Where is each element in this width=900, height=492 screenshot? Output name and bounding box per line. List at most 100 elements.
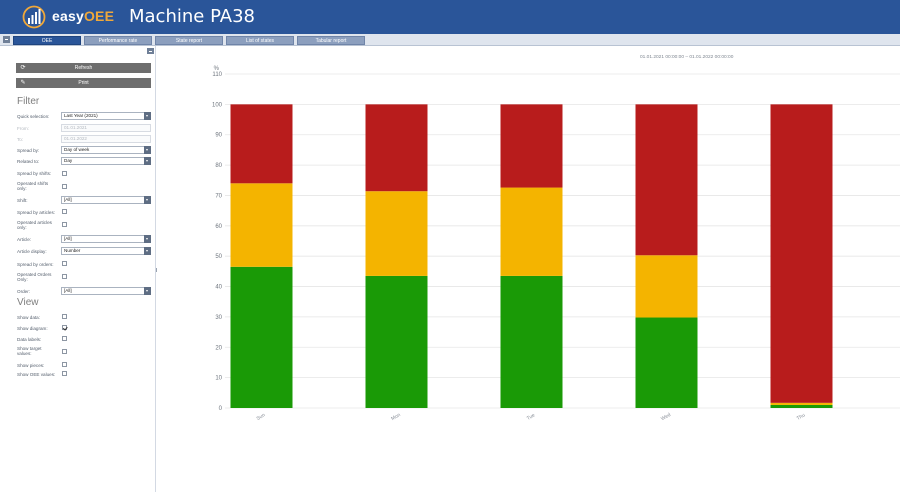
bar-segment xyxy=(500,104,563,188)
bar-segment xyxy=(500,275,563,408)
logo-text-oee: OEE xyxy=(83,8,115,24)
print-button[interactable]: ✎ Print xyxy=(16,78,151,88)
y-tick-label: 40 xyxy=(215,285,222,291)
order-label: Order: xyxy=(17,289,31,294)
y-tick-label: 60 xyxy=(215,224,222,230)
related-to-select[interactable]: Day xyxy=(61,157,151,165)
article-select[interactable]: [All] xyxy=(61,235,151,243)
operated-shifts-only-label: Operated shifts only: xyxy=(17,181,49,191)
show-target-values-checkbox[interactable] xyxy=(62,349,67,354)
related-to-value: Day xyxy=(64,158,73,163)
x-tick-label: Mon xyxy=(390,412,402,422)
from-date-input[interactable]: 01.01.2021 xyxy=(61,124,151,132)
show-pieces-label: Show pieces: xyxy=(17,363,45,368)
logo-icon xyxy=(22,5,46,29)
spread-by-label: Spread by: xyxy=(17,148,40,153)
y-tick-label: 0 xyxy=(219,406,223,412)
y-tick-label: 10 xyxy=(215,376,222,382)
tab-performance-rate[interactable]: Performance rate xyxy=(84,36,152,45)
logo-text-easy: easy xyxy=(52,8,84,24)
spread-by-value: Day of week xyxy=(64,147,90,152)
quick-selection-select[interactable]: Last Year (2021) xyxy=(61,112,151,120)
y-axis-label: % xyxy=(214,66,220,72)
operated-articles-only-checkbox[interactable] xyxy=(62,222,67,227)
show-target-values-label: Show target values: xyxy=(17,346,42,356)
sidebar xyxy=(11,46,156,492)
shift-label: Shift: xyxy=(17,198,28,203)
bar-segment xyxy=(365,275,428,408)
spread-by-articles-checkbox[interactable] xyxy=(62,209,67,214)
show-data-label: Show data: xyxy=(17,315,40,320)
chevron-down-icon xyxy=(144,157,151,165)
print-label: Print xyxy=(78,80,89,86)
app-header: easyOEE Machine PA38 xyxy=(0,0,900,34)
page-title: Machine PA38 xyxy=(129,6,255,27)
y-tick-label: 30 xyxy=(215,315,222,321)
chevron-down-icon xyxy=(144,146,151,154)
tab-oee[interactable]: OEE xyxy=(13,36,81,45)
bar-segment xyxy=(230,183,293,267)
x-tick-label: Sun xyxy=(256,412,267,422)
bar-segment xyxy=(365,191,428,276)
bar-segment xyxy=(635,255,698,318)
tab-bar xyxy=(0,34,900,46)
show-diagram-label: Show diagram: xyxy=(17,326,48,331)
tab-tabular-report[interactable]: Tabular report xyxy=(297,36,365,45)
operated-orders-only-checkbox[interactable] xyxy=(62,274,67,279)
article-display-select[interactable]: Number xyxy=(61,247,151,255)
show-pieces-checkbox[interactable] xyxy=(62,362,67,367)
bar-segment xyxy=(635,104,698,256)
bar-segment xyxy=(230,266,293,408)
y-tick-label: 50 xyxy=(215,254,222,260)
refresh-button[interactable]: ⟳ Refresh xyxy=(16,63,151,73)
chevron-down-icon xyxy=(144,112,151,120)
y-tick-label: 80 xyxy=(215,163,222,169)
tab-state-report[interactable]: State report xyxy=(155,36,223,45)
show-diagram-checkbox[interactable] xyxy=(62,325,67,330)
related-to-label: Related to: xyxy=(17,159,40,164)
refresh-label: Refresh xyxy=(74,65,93,71)
refresh-icon: ⟳ xyxy=(20,65,26,71)
spread-by-orders-label: Spread by orders: xyxy=(17,262,54,267)
chevron-down-icon xyxy=(144,196,151,204)
article-label: Article: xyxy=(17,237,32,242)
chevron-down-icon xyxy=(144,247,151,255)
operated-shifts-only-checkbox[interactable] xyxy=(62,184,67,189)
operated-orders-only-label: Operated Orders Only: xyxy=(17,272,52,282)
y-tick-label: 100 xyxy=(212,102,223,108)
to-date-input[interactable]: 01.01.2022 xyxy=(61,135,151,143)
bar-segment xyxy=(770,104,833,403)
spread-by-orders-checkbox[interactable] xyxy=(62,261,67,266)
shift-select[interactable]: [All] xyxy=(61,196,151,204)
show-data-checkbox[interactable] xyxy=(62,314,67,319)
view-heading: View xyxy=(17,297,39,308)
filter-heading: Filter xyxy=(17,96,40,107)
from-label: From: xyxy=(17,126,29,131)
date-range-label: 01.01.2021 00:00:00 – 01.01.2022 00:00:0… xyxy=(640,55,734,60)
show-oee-values-label: Show OEE values: xyxy=(17,372,56,377)
x-tick-label: Tue xyxy=(526,412,536,422)
chevron-down-icon xyxy=(144,235,151,243)
bar-segment xyxy=(230,104,293,184)
spread-by-shifts-checkbox[interactable] xyxy=(62,171,67,176)
spread-by-select[interactable]: Day of week xyxy=(61,146,151,154)
tab-list-of-states[interactable]: List of states xyxy=(226,36,294,45)
quick-selection-label: Quick selection: xyxy=(17,114,50,119)
collapse-sidebar-button[interactable] xyxy=(3,36,10,43)
minimize-panel-button[interactable] xyxy=(147,48,154,54)
y-tick-label: 110 xyxy=(212,72,222,78)
show-oee-values-checkbox[interactable] xyxy=(62,371,67,376)
x-tick-label: Thu xyxy=(796,412,807,422)
bar-segment xyxy=(770,404,833,408)
to-label: To: xyxy=(17,137,24,142)
y-tick-label: 20 xyxy=(215,345,222,351)
quick-selection-value: Last Year (2021) xyxy=(64,113,98,118)
spread-by-shifts-label: Spread by shifts: xyxy=(17,171,52,176)
order-select[interactable]: [All] xyxy=(61,287,151,295)
bar-segment xyxy=(770,402,833,405)
data-labels-checkbox[interactable] xyxy=(62,336,67,341)
print-icon: ✎ xyxy=(20,80,26,86)
data-labels-label: Data labels: xyxy=(17,337,42,342)
bar-segment xyxy=(500,187,563,276)
article-display-label: Article display: xyxy=(17,249,47,254)
